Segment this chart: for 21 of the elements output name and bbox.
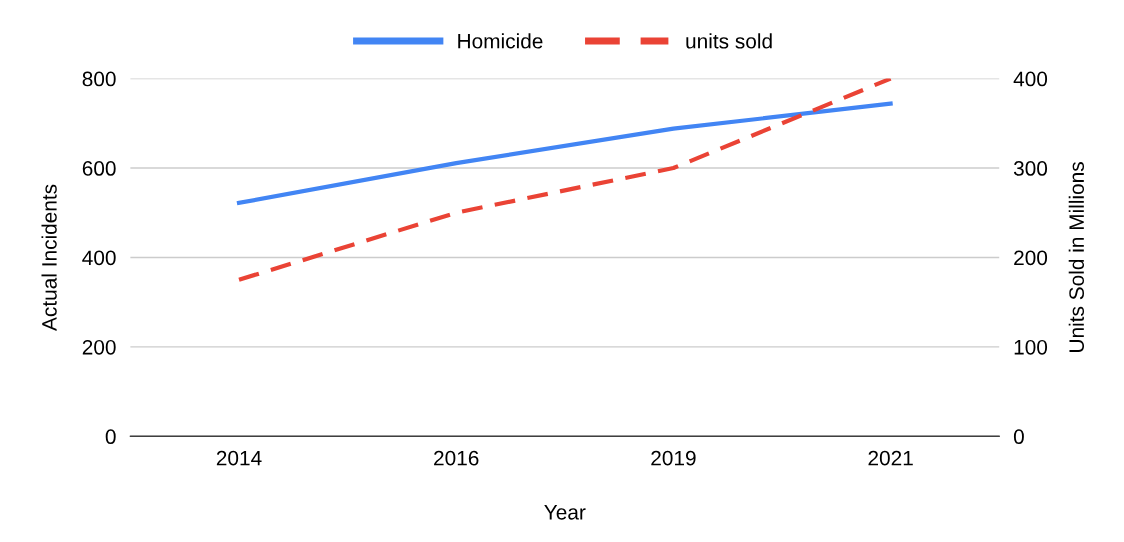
line-series — [236, 78, 893, 282]
y2-tick-label: 300 — [1013, 161, 1048, 176]
y2-axis-title: Units Sold in Millions — [1068, 162, 1085, 352]
line-series — [236, 101, 893, 205]
y-tick-label: 0 — [105, 429, 116, 445]
y-tick-label: 400 — [82, 250, 116, 266]
x-tick-label: 2014 — [216, 450, 262, 466]
x-axis-title: Year — [544, 505, 586, 520]
x-tick-label: 2021 — [868, 450, 913, 466]
y-tick-label: 800 — [82, 71, 116, 87]
legend-label: Homicide — [458, 33, 543, 49]
y2-tick-label: 0 — [1013, 429, 1024, 445]
y-tick-label: 200 — [82, 339, 116, 355]
legend-label: units sold — [686, 33, 772, 49]
x-tick-label: 2016 — [434, 450, 479, 466]
y-axis-title: Actual Incidents — [41, 184, 57, 331]
y2-tick-label: 200 — [1014, 250, 1048, 266]
x-tick-label: 2019 — [651, 450, 696, 466]
y2-tick-label: 400 — [1013, 71, 1048, 87]
y-tick-label: 600 — [82, 161, 116, 176]
y2-tick-label: 100 — [1014, 339, 1048, 355]
